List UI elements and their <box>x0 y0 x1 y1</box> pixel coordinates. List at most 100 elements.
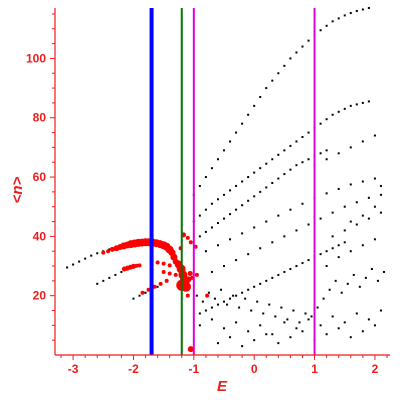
data-point <box>210 202 213 205</box>
x-tick-label: -3 <box>68 362 79 376</box>
data-point <box>349 250 352 253</box>
data-point <box>238 306 241 309</box>
data-point <box>134 263 139 268</box>
data-point <box>198 214 201 217</box>
data-point <box>156 285 159 288</box>
data-point <box>235 131 238 134</box>
data-point <box>280 306 283 309</box>
data-point <box>198 184 201 187</box>
data-point <box>271 276 274 279</box>
data-point <box>265 162 268 165</box>
data-point <box>373 238 376 241</box>
data-point <box>352 273 355 276</box>
data-point <box>367 196 370 199</box>
data-point <box>301 136 304 139</box>
data-point <box>325 158 328 161</box>
data-point <box>204 230 207 233</box>
data-point <box>373 177 376 180</box>
data-point <box>247 113 250 116</box>
data-point <box>253 195 256 198</box>
data-point <box>235 321 238 324</box>
data-point <box>137 263 142 268</box>
data-point <box>373 205 376 208</box>
data-point <box>274 315 277 318</box>
data-point <box>232 294 235 297</box>
data-point <box>223 149 226 152</box>
data-point <box>204 208 207 211</box>
data-point <box>307 158 310 161</box>
data-point <box>331 247 334 250</box>
data-point <box>331 315 334 318</box>
data-point <box>90 254 93 257</box>
data-point <box>319 324 322 327</box>
data-point <box>301 330 304 333</box>
data-point <box>337 256 340 259</box>
data-point <box>283 235 286 238</box>
y-tick-label: 80 <box>33 111 47 125</box>
data-point <box>283 149 286 152</box>
data-point <box>250 309 253 312</box>
x-tick-label: -1 <box>188 362 199 376</box>
data-point <box>253 285 256 288</box>
data-point <box>114 273 117 276</box>
data-point <box>325 192 328 195</box>
data-point <box>277 342 280 345</box>
x-tick-labels: -3 -2 -1 0 1 2 <box>68 362 379 376</box>
data-point <box>289 208 292 211</box>
data-point <box>102 279 105 282</box>
data-point <box>164 278 169 283</box>
data-point <box>210 226 213 229</box>
data-point <box>379 184 382 187</box>
data-point <box>253 171 256 174</box>
x-tick-label: 0 <box>251 362 258 376</box>
data-point <box>358 285 361 288</box>
ticks <box>50 13 388 360</box>
data-point <box>247 288 250 291</box>
data-point <box>235 208 238 211</box>
data-point <box>253 104 256 107</box>
data-point <box>361 8 364 11</box>
data-point <box>367 7 370 9</box>
y-tick-label: 60 <box>33 170 47 184</box>
x-tick-label: 1 <box>311 362 318 376</box>
black-points <box>66 7 385 348</box>
data-point <box>229 297 232 300</box>
data-point <box>349 104 352 107</box>
data-point <box>244 297 247 300</box>
data-point <box>265 87 268 90</box>
data-point <box>235 184 238 187</box>
data-point <box>262 312 265 315</box>
data-point <box>301 45 304 48</box>
data-point <box>223 327 226 330</box>
data-point <box>72 263 75 266</box>
data-point <box>271 181 274 184</box>
data-point <box>187 270 193 276</box>
y-tick-label: 20 <box>33 289 47 303</box>
data-point <box>301 161 304 164</box>
x-tick-label: -2 <box>128 362 139 376</box>
data-point <box>364 276 367 279</box>
data-point <box>283 173 286 176</box>
data-point <box>223 217 226 220</box>
data-point <box>361 101 364 104</box>
data-point <box>346 282 349 285</box>
data-point <box>283 321 286 324</box>
data-point <box>96 282 99 285</box>
data-point <box>331 235 334 238</box>
data-point <box>241 204 244 207</box>
data-point <box>204 176 207 179</box>
data-point <box>277 273 280 276</box>
data-point <box>337 244 340 247</box>
data-point <box>349 183 352 186</box>
data-point <box>307 39 310 42</box>
data-point <box>301 202 304 205</box>
data-point <box>355 201 358 204</box>
data-point <box>173 272 178 277</box>
data-point <box>343 14 346 17</box>
data-point <box>241 232 244 235</box>
x-axis-title: E <box>217 378 228 395</box>
data-point <box>144 291 147 294</box>
data-point <box>207 291 210 294</box>
data-point <box>241 122 244 125</box>
data-point <box>271 333 274 336</box>
